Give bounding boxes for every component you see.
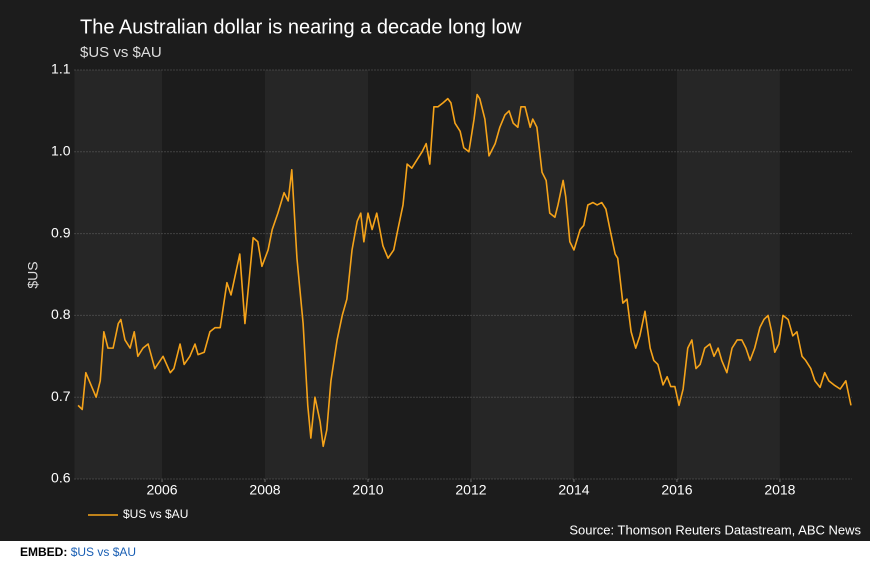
embed-label: EMBED: <box>20 545 68 559</box>
embed-link[interactable]: $US vs $AU <box>70 545 137 559</box>
y-tick-label: 0.6 <box>51 470 71 486</box>
plot-band <box>74 70 163 479</box>
plot-band <box>470 70 574 479</box>
y-tick-label: 0.7 <box>51 388 71 404</box>
embed-bar: EMBED: $US vs $AU <box>20 545 136 559</box>
legend-label: $US vs $AU <box>123 507 188 521</box>
x-tick-label: 2006 <box>146 482 177 498</box>
y-axis-label: $US <box>25 261 41 288</box>
y-tick-label: 0.9 <box>51 224 71 240</box>
chart-subtitle: $US vs $AU <box>80 44 162 61</box>
y-tick-label: 1.0 <box>51 143 71 159</box>
y-tick-label: 0.8 <box>51 306 71 322</box>
x-tick-label: 2010 <box>352 482 383 498</box>
x-tick-label: 2014 <box>558 482 589 498</box>
plot-band <box>265 70 368 479</box>
x-tick-label: 2018 <box>764 482 795 498</box>
x-tick-label: 2008 <box>249 482 280 498</box>
x-tick-label: 2016 <box>661 482 692 498</box>
chart-title: The Australian dollar is nearing a decad… <box>80 16 522 38</box>
chart: The Australian dollar is nearing a decad… <box>0 0 870 541</box>
series-line <box>77 93 852 448</box>
source-note: Source: Thomson Reuters Datastream, ABC … <box>569 522 861 537</box>
y-tick-label: 1.1 <box>51 61 71 77</box>
plot-band <box>676 70 780 479</box>
x-tick-label: 2012 <box>455 482 486 498</box>
